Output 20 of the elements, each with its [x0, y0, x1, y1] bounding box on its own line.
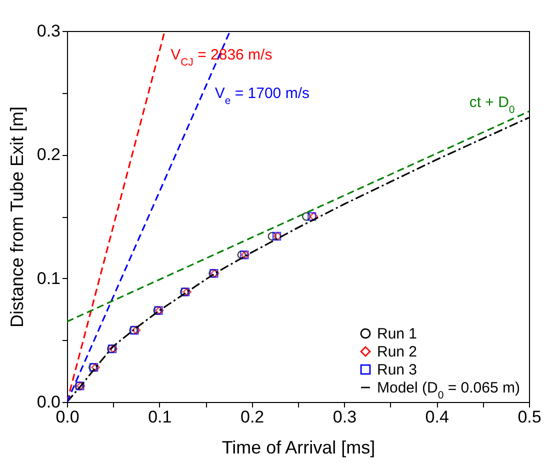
- legend-label: Run 1: [377, 326, 418, 342]
- x-axis-title: Time of Arrival [ms]: [222, 438, 376, 458]
- annotation: V$_{e}$ = 1700 m/s: [214, 84, 310, 107]
- x-tick-label: 0.1: [148, 408, 172, 426]
- annotation: ct + D$_{0}$: [469, 94, 515, 116]
- legend-label: Model (D$_{0}$ = 0.065 m): [377, 380, 520, 402]
- y-tick-label: 0.2: [36, 145, 60, 164]
- legend-label: Run 2: [377, 344, 418, 360]
- point: [268, 232, 276, 241]
- point: [237, 250, 246, 260]
- point: [302, 212, 311, 221]
- x-tick-label: 0.5: [518, 408, 542, 426]
- x-tick-label: 0.3: [332, 408, 357, 426]
- annotation: V$_{CJ}$ = 2836 m/s: [170, 46, 272, 68]
- y-tick-label: 0.3: [36, 22, 60, 40]
- y-tick-label: 0.1: [36, 268, 60, 288]
- x-tick-label: 0.2: [240, 408, 264, 426]
- y-axis-title: Distance from Tube Exit [m]: [6, 106, 27, 328]
- x-tick-label: 0.4: [425, 408, 449, 426]
- legend-label: Run 3: [377, 362, 418, 378]
